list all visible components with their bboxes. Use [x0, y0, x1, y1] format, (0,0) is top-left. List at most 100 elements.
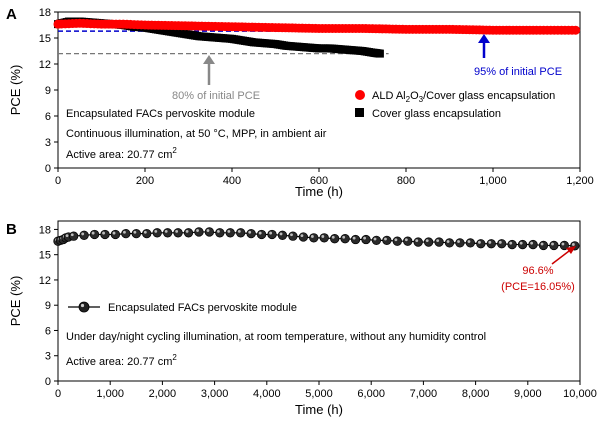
sphere-point-highlight: [467, 240, 471, 243]
b-x-tick-label: 1,000: [96, 388, 124, 400]
sphere-point-highlight: [446, 240, 450, 243]
arrow-95-percent-head: [478, 34, 490, 43]
b-x-tick-label: 2,000: [149, 388, 177, 400]
legend-marker-ald: [355, 90, 365, 100]
sphere-point-highlight: [498, 240, 502, 244]
sphere-point: [162, 228, 173, 238]
sphere-point-highlight: [530, 241, 534, 245]
sphere-point-highlight: [540, 242, 544, 246]
sphere-point-highlight: [321, 235, 325, 238]
a-x-tick-label: 1,200: [566, 175, 594, 187]
square-point: [375, 49, 384, 58]
sphere-point: [382, 235, 392, 246]
sphere-point: [121, 228, 131, 239]
sphere-point: [371, 235, 382, 246]
b-x-tick-label: 9,000: [514, 388, 542, 400]
b-y-tick-label: 15: [39, 250, 51, 262]
legend-marker-b-highlight: [80, 303, 85, 308]
sphere-point: [497, 239, 507, 249]
sphere-point-highlight: [310, 235, 314, 238]
sphere-point: [69, 231, 79, 241]
legend-marker-b: [78, 301, 90, 313]
sphere-point-highlight: [457, 240, 460, 243]
b-x-tick-label: 0: [55, 388, 61, 400]
sphere-point-highlight: [237, 229, 241, 233]
sphere-point-highlight: [384, 237, 387, 241]
sphere-point: [267, 229, 277, 240]
b-x-tick-label: 3,000: [201, 388, 229, 400]
sphere-point-highlight: [342, 235, 346, 239]
annotation-96-percent: 96.6%: [522, 265, 553, 277]
sphere-point-highlight: [279, 232, 283, 236]
sphere-point-highlight: [102, 231, 105, 235]
sphere-point: [89, 229, 100, 240]
x-ticks-b: 0 1,000 2,000 3,000 4,000 5,000 6,000 7,000 8,00…: [55, 381, 597, 400]
b-y-tick-label: 6: [45, 325, 51, 337]
sphere-point: [444, 238, 455, 248]
b-x-tick-label: 4,000: [253, 388, 281, 400]
sphere-point: [423, 237, 434, 247]
sphere-point: [528, 239, 538, 250]
note-b-conditions: Under day/night cycling illumination, at…: [66, 331, 486, 343]
sphere-point-highlight: [143, 230, 147, 234]
sphere-point-highlight: [436, 239, 440, 243]
sphere-point: [204, 227, 215, 237]
b-y-tick-label: 18: [39, 224, 51, 236]
sphere-point: [246, 228, 256, 239]
b-y-tick-label: 0: [45, 376, 51, 388]
note-b-area: Active area: 20.77 cm2: [66, 353, 177, 368]
sphere-point-highlight: [415, 239, 419, 243]
sphere-point-highlight: [551, 242, 554, 246]
a-x-tick-label: 800: [397, 175, 415, 187]
sphere-point: [277, 230, 288, 240]
sphere-point-highlight: [206, 229, 210, 232]
sphere-point: [173, 228, 183, 238]
note-a-area: Active area: 20.77 cm2: [66, 146, 177, 161]
sphere-point-highlight: [65, 234, 69, 238]
circle-point: [571, 25, 581, 35]
sphere-point: [131, 228, 141, 239]
sphere-point: [476, 239, 486, 249]
sphere-point-highlight: [164, 229, 168, 233]
sphere-point: [361, 234, 371, 245]
sphere-point: [340, 234, 350, 244]
a-y-tick-label: 0: [45, 163, 51, 175]
b-x-tick-label: 8,000: [462, 388, 490, 400]
sphere-point-highlight: [352, 236, 356, 240]
sphere-point: [110, 229, 121, 240]
series-ald-cover-glass: [53, 18, 581, 35]
legend-marker-cover: [355, 108, 364, 117]
sphere-point: [549, 240, 559, 251]
a-y-tick-label: 3: [45, 137, 51, 149]
sphere-point: [288, 231, 298, 241]
legend-label-cover: Cover glass encapsulation: [372, 108, 501, 120]
x-ticks-a: 0 200 400 600 800 1,000 1,200: [55, 168, 594, 187]
note-a-conditions: Continuous illumination, at 50 °C, MPP, …: [66, 128, 327, 140]
sphere-point-highlight: [425, 239, 429, 243]
sphere-point-highlight: [488, 240, 492, 244]
a-y-tick-label: 18: [39, 7, 51, 19]
a-y-tick-label: 9: [45, 85, 51, 97]
a-x-tick-label: 400: [223, 175, 241, 187]
sphere-point-highlight: [373, 237, 377, 241]
sphere-point-highlight: [175, 229, 179, 233]
a-x-tick-label: 1,000: [479, 175, 507, 187]
sphere-point-highlight: [123, 230, 126, 234]
sphere-point-highlight: [133, 230, 137, 234]
sphere-point: [194, 227, 204, 237]
sphere-point-highlight: [404, 238, 408, 242]
sphere-point-highlight: [91, 231, 95, 235]
arrow-80-percent-head: [203, 55, 215, 64]
sphere-point-highlight: [571, 243, 575, 246]
sphere-point: [517, 239, 528, 250]
sphere-point-highlight: [394, 238, 398, 242]
b-y-tick-label: 12: [39, 275, 51, 287]
y-axis-title-b: PCE (%): [8, 276, 23, 327]
sphere-point-highlight: [519, 241, 523, 245]
annotation-80-percent: 80% of initial PCE: [172, 90, 260, 102]
sphere-point: [413, 237, 423, 247]
sphere-point-highlight: [196, 229, 199, 232]
sphere-point: [309, 233, 319, 243]
sphere-point: [236, 228, 246, 238]
panel-b: B 0 1,000 2,000 3,000 4,000 5,000 6,000 7,000 8,…: [6, 220, 597, 417]
